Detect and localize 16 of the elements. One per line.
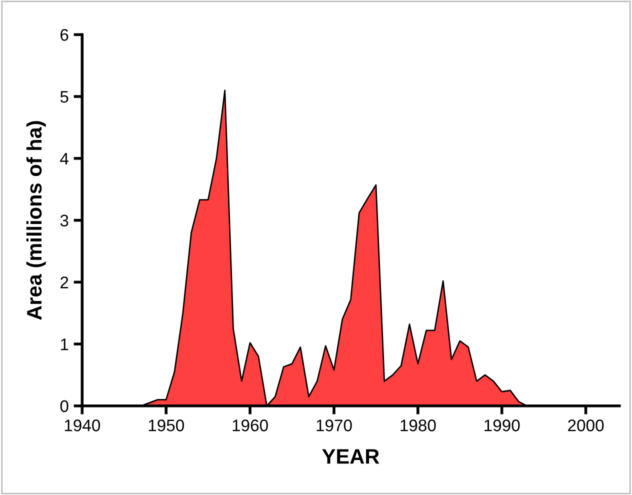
y-tick-label: 0 bbox=[60, 400, 68, 412]
y-tick-label: 2 bbox=[60, 276, 68, 288]
y-tick-label: 4 bbox=[60, 152, 68, 164]
y-tick-label: 1 bbox=[60, 338, 68, 350]
y-tick-label: 5 bbox=[60, 91, 68, 103]
x-tick-label: 1970 bbox=[316, 420, 352, 432]
y-axis-title: Area (millions of ha) bbox=[26, 121, 46, 320]
x-tick-label: 1940 bbox=[64, 420, 100, 432]
x-tick-label: 1960 bbox=[232, 420, 268, 432]
y-tick-label: 3 bbox=[60, 214, 68, 226]
x-tick-label: 2000 bbox=[568, 420, 604, 432]
x-axis-title: YEAR bbox=[322, 449, 380, 464]
x-tick-label: 1950 bbox=[148, 420, 184, 432]
y-tick-label: 6 bbox=[60, 29, 68, 41]
x-tick-label: 1980 bbox=[400, 420, 436, 432]
x-tick-label: 1990 bbox=[484, 420, 520, 432]
